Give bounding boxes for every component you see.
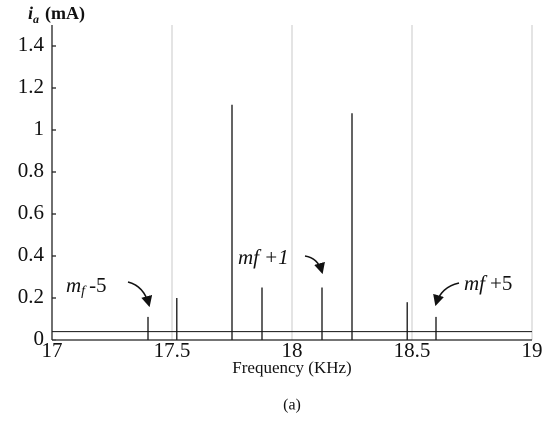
y-tick-label: 0.2 [18, 284, 44, 308]
y-tick-label: 0.4 [18, 242, 45, 266]
y-tick-label: 0.6 [18, 200, 44, 224]
annotation: mf +1 [238, 245, 289, 269]
y-tick-label: 1 [34, 116, 45, 140]
annotation: mf -5 [66, 273, 107, 299]
arrow [304, 255, 325, 275]
x-axis-label: Frequency (KHz) [232, 358, 351, 377]
y-tick-label: 1.4 [18, 32, 45, 56]
y-tick-label: 1.2 [18, 74, 44, 98]
x-tick-label: 18.5 [394, 338, 431, 362]
x-tick-label: 17 [42, 338, 63, 362]
x-tick-label: 19 [522, 338, 543, 362]
annotation: mf +5 [464, 271, 512, 295]
caption: (a) [283, 397, 301, 414]
x-tick-label: 18 [282, 338, 303, 362]
y-axis-label: ia (mA) [28, 3, 85, 26]
arrow [433, 282, 460, 307]
y-tick-label: 0.8 [18, 158, 44, 182]
arrow [127, 281, 153, 308]
y-tick-label: 0 [34, 326, 45, 350]
x-tick-label: 17.5 [154, 338, 191, 362]
